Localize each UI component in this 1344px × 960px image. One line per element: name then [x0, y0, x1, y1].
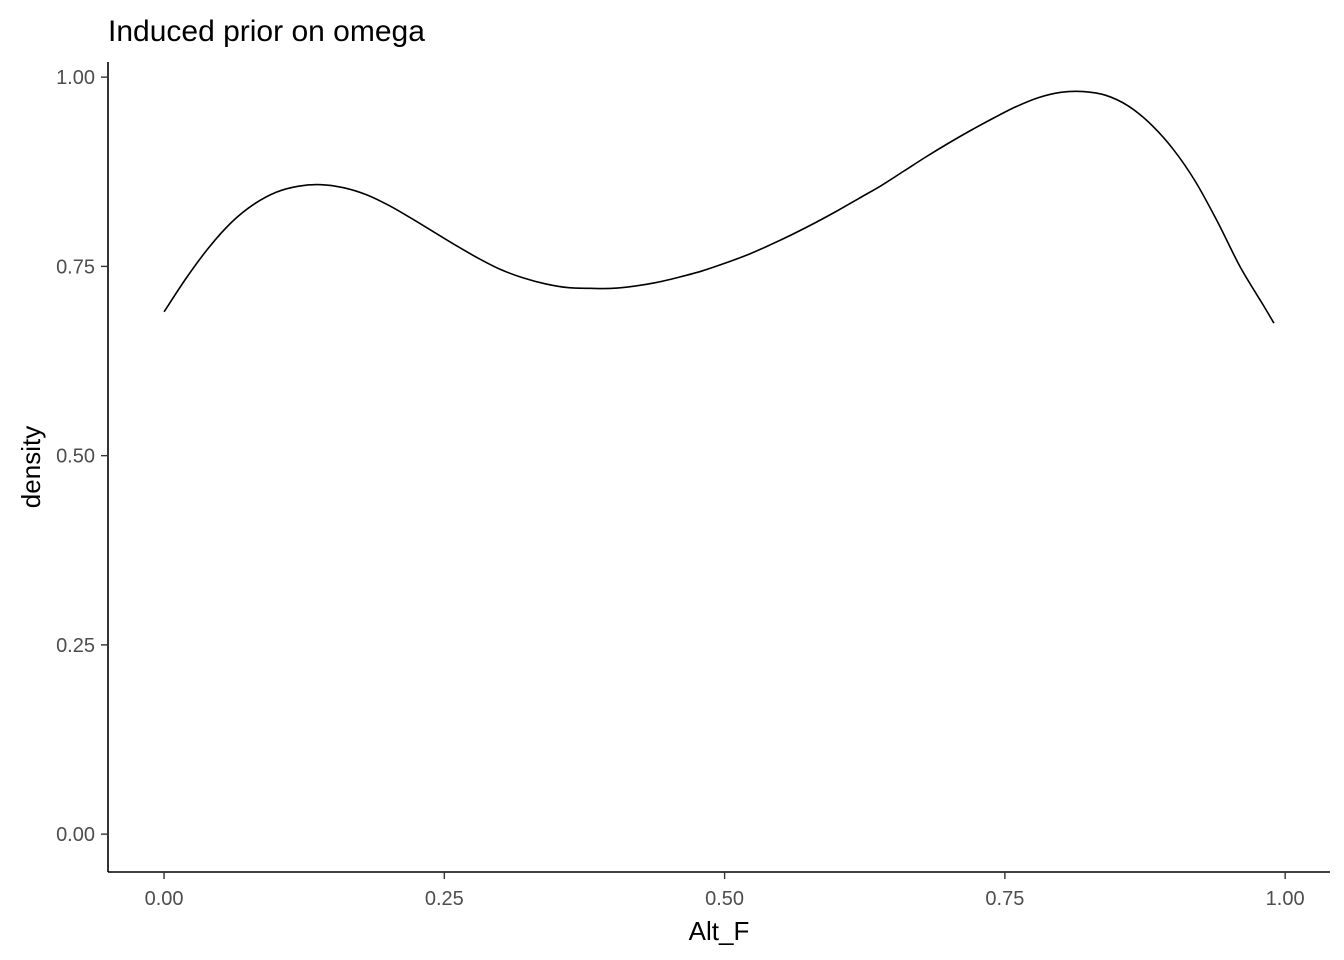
y-axis-title: density — [16, 426, 46, 508]
y-axis-ticks: 0.00 0.25 0.50 0.75 1.00 — [56, 67, 108, 846]
y-tick-label: 0.25 — [56, 635, 95, 657]
y-tick-label: 0.75 — [56, 256, 95, 278]
chart-title: Induced prior on omega — [108, 15, 425, 48]
x-tick-label: 0.00 — [145, 888, 184, 910]
x-axis-title: Alt_F — [689, 916, 750, 946]
density-line — [163, 90, 1275, 324]
y-tick-label: 0.50 — [56, 446, 95, 468]
y-tick-label: 0.00 — [56, 824, 95, 846]
x-axis-ticks: 0.00 0.25 0.50 0.75 1.00 — [145, 872, 1305, 910]
x-tick-label: 0.75 — [985, 888, 1024, 910]
x-tick-label: 0.25 — [425, 888, 464, 910]
x-tick-label: 0.50 — [705, 888, 744, 910]
y-tick-label: 1.00 — [56, 67, 95, 89]
x-tick-label: 1.00 — [1266, 888, 1305, 910]
